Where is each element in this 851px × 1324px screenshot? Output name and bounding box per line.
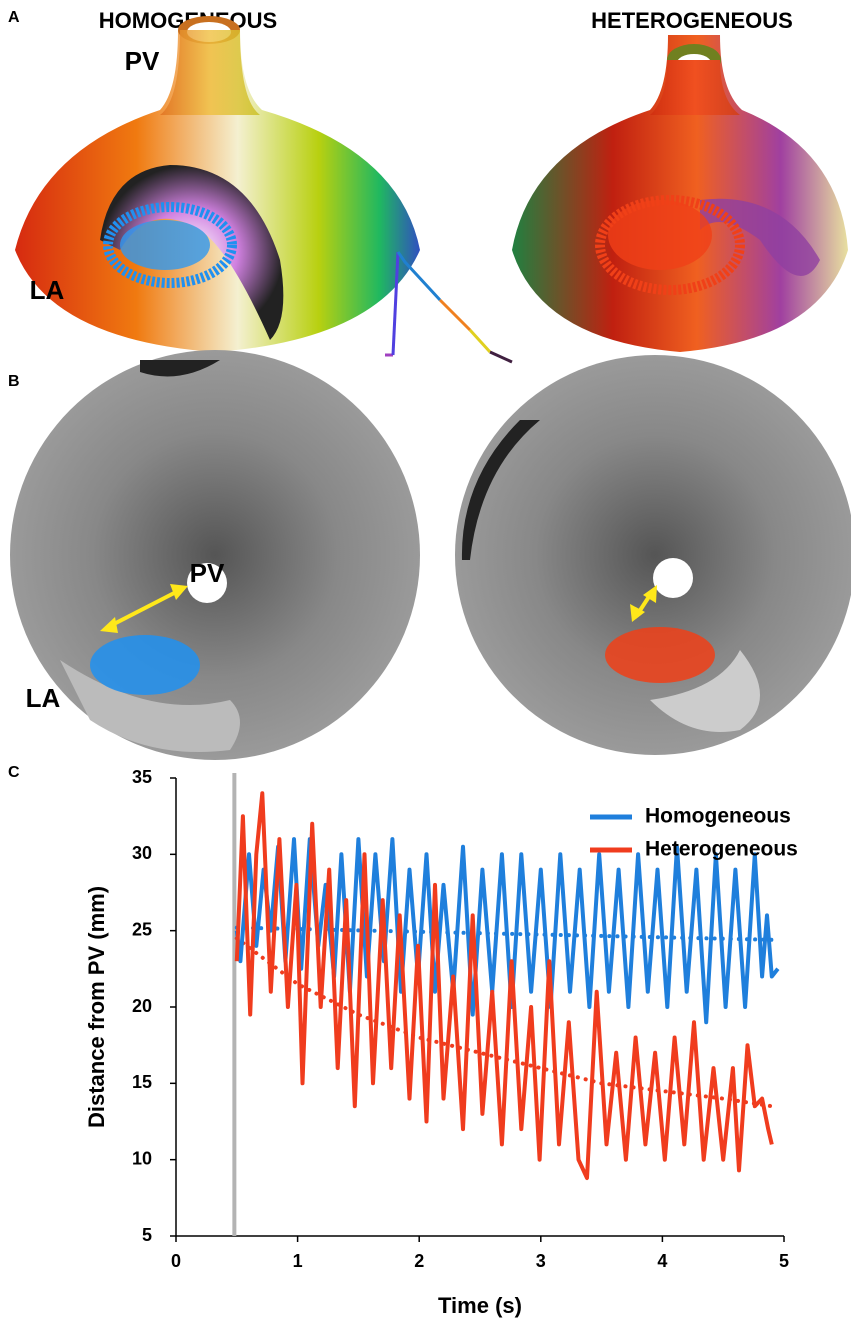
- y-tick-label: 35: [132, 767, 152, 787]
- x-tick-label: 4: [657, 1251, 667, 1271]
- legend-label: Heterogeneous: [645, 838, 798, 861]
- x-tick-label: 1: [293, 1251, 303, 1271]
- y-tick-label: 15: [132, 1072, 152, 1092]
- panel-label: B: [8, 373, 20, 390]
- line-chart: 5 10 15 20 25 30 35 0 1 2 3 4 5 Time (s) Distance from…: [84, 767, 798, 1318]
- x-tick-label: 2: [414, 1251, 424, 1271]
- y-tick-label: 10: [132, 1148, 152, 1168]
- y-tick-label: 30: [132, 843, 152, 863]
- panel-label: C: [8, 764, 20, 781]
- x-tick-label: 5: [779, 1251, 789, 1271]
- pv-label: PV: [190, 558, 225, 588]
- la-label: LA: [30, 275, 65, 305]
- panel-label: A: [8, 9, 20, 26]
- cone-illustration: [512, 35, 848, 352]
- y-tick-label: 25: [132, 919, 152, 939]
- y-tick-label: 20: [132, 996, 152, 1016]
- action-potential-inset: [385, 251, 513, 364]
- y-tick-label: 5: [142, 1225, 152, 1245]
- x-tick-label: 0: [171, 1251, 181, 1271]
- x-axis-label: Time (s): [438, 1293, 522, 1318]
- disk-illustration: [10, 350, 420, 760]
- legend-label: Homogeneous: [645, 805, 791, 828]
- disk-illustration: [455, 355, 851, 755]
- x-tick-label: 3: [536, 1251, 546, 1271]
- pv-label: PV: [125, 46, 160, 76]
- y-axis-label: Distance from PV (mm): [84, 886, 109, 1128]
- la-label: LA: [26, 683, 61, 713]
- cone-illustration: [15, 16, 420, 352]
- panel-title: HETEROGENEOUS: [591, 8, 793, 33]
- series-line: [234, 791, 774, 1180]
